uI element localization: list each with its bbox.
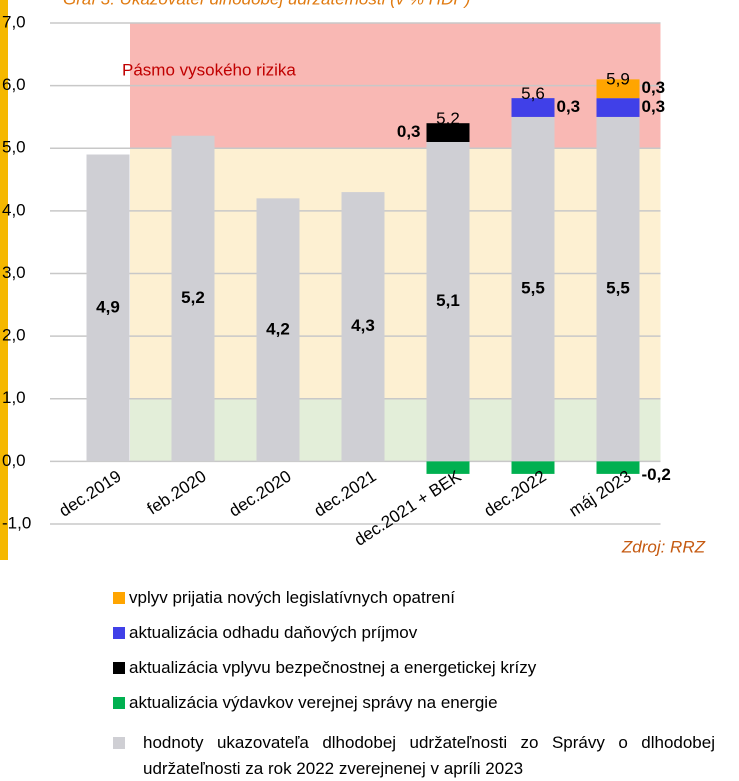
y-tick-label: 2,0	[2, 326, 26, 345]
value-label: -0,2	[642, 465, 671, 484]
bar-segment	[86, 154, 130, 462]
legend-swatch	[113, 697, 125, 709]
bar-segment	[511, 116, 555, 462]
legend-item: hodnoty ukazovateľa dlhodobej udržateľno…	[113, 730, 715, 781]
x-tick-label: feb.2020	[144, 467, 210, 519]
value-label: 0,3	[642, 78, 666, 97]
y-tick-label: 3,0	[2, 263, 26, 282]
legend-swatch	[113, 662, 125, 674]
x-tick-label: dec.2020	[226, 467, 295, 521]
y-tick-label: 5,0	[2, 138, 26, 157]
value-label: 5,5	[521, 279, 545, 298]
source: Zdroj: RRZ	[621, 537, 706, 556]
legend-label: vplyv prijatia nových legislatívnych opa…	[129, 588, 455, 607]
chart-title: Graf 3: Ukazovateľ dlhodobej udržateľnos…	[63, 0, 470, 8]
bar-segment	[426, 123, 470, 142]
bar-segment	[596, 79, 640, 99]
risk-band	[130, 398, 661, 462]
band-label: Pásmo vysokého rizika	[122, 60, 296, 79]
y-tick-label: -1,0	[2, 513, 31, 532]
value-label: 4,3	[351, 316, 375, 335]
value-label: 5,5	[606, 279, 630, 298]
total-label: 5,2	[436, 109, 460, 128]
bar-segment	[596, 461, 640, 474]
bar-segment	[596, 98, 640, 117]
value-label: 4,2	[266, 319, 290, 338]
chart: Zdroj: RRZ Pásmo vysokého rizika -1,0 0,0 1…	[0, 0, 706, 560]
value-label: 5,2	[181, 288, 205, 307]
y-tick-label: 7,0	[2, 12, 26, 31]
bar-segment	[171, 135, 215, 462]
y-tick-label: 4,0	[2, 200, 26, 219]
legend-swatch	[113, 737, 125, 749]
legend-label: aktualizácia výdavkov verejnej správy na…	[129, 693, 498, 712]
bar-segment	[256, 198, 300, 462]
total-label: 5,9	[606, 69, 630, 88]
bar-segment	[341, 192, 385, 462]
legend-swatch	[113, 592, 125, 604]
y-tick-label: 0,0	[2, 451, 26, 470]
bar-segment	[511, 461, 555, 474]
bar-segment	[596, 116, 640, 462]
legend-item: aktualizácia odhadu daňových príjmov	[113, 623, 417, 643]
bar-segment	[426, 141, 470, 462]
bar-segment	[426, 461, 470, 474]
total-label: 5,6	[521, 84, 545, 103]
side-stripe	[0, 0, 8, 560]
x-tick-label: dec.2021	[311, 467, 380, 521]
x-tick-label: máj 2023	[566, 467, 635, 521]
y-tick-label: 1,0	[2, 388, 26, 407]
value-label: 0,3	[642, 97, 666, 116]
value-label: 0,3	[397, 122, 421, 141]
legend-label: aktualizácia vplyvu bezpečnostnej a ener…	[129, 658, 537, 677]
legend-item: aktualizácia výdavkov verejnej správy na…	[113, 693, 498, 713]
y-tick-label: 6,0	[2, 75, 26, 94]
legend-item: vplyv prijatia nových legislatívnych opa…	[113, 588, 455, 608]
value-label: 5,1	[436, 291, 460, 310]
value-label: 4,9	[96, 297, 120, 316]
legend-label: hodnoty ukazovateľa dlhodobej udržateľno…	[143, 733, 715, 778]
legend-item: aktualizácia vplyvu bezpečnostnej a ener…	[113, 658, 536, 678]
legend-label: aktualizácia odhadu daňových príjmov	[129, 623, 418, 642]
x-tick-label: dec.2019	[56, 467, 125, 521]
legend-swatch	[113, 627, 125, 639]
bar-segment	[511, 98, 555, 117]
x-tick-label: dec.2022	[481, 467, 550, 521]
value-label: 0,3	[557, 97, 581, 116]
